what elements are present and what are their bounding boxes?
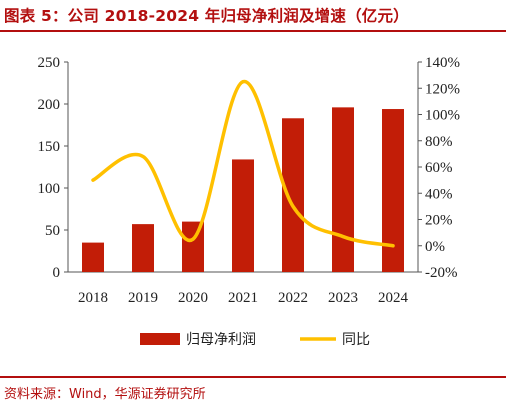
y-left-tick-label: 200 xyxy=(38,97,61,113)
bar-2022 xyxy=(282,118,304,272)
y-left-tick-label: 0 xyxy=(53,265,61,281)
yoy-point-2020 xyxy=(191,237,195,241)
yoy-point-2019 xyxy=(141,155,145,158)
x-tick-label: 2020 xyxy=(178,290,208,306)
y-left-tick-label: 50 xyxy=(45,223,60,239)
y-left-tick-label: 150 xyxy=(38,139,61,155)
x-tick-label: 2023 xyxy=(328,290,358,306)
yoy-point-2022 xyxy=(291,204,295,208)
y-right-tick-label: 80% xyxy=(425,134,453,150)
bar-2021 xyxy=(232,159,254,272)
y-right-tick-label: 60% xyxy=(425,160,453,176)
x-tick-label: 2022 xyxy=(278,290,308,306)
page-title: 图表 5：公司 2018-2024 年归母净利润及增速（亿元） xyxy=(4,7,409,25)
yoy-point-2023 xyxy=(341,235,345,239)
source-note: 资料来源：Wind，华源证券研究所 xyxy=(4,387,206,402)
y-left-tick-label: 100 xyxy=(38,181,61,197)
y-right-tick-label: 0% xyxy=(425,239,445,255)
legend: 归母净利润 同比 xyxy=(140,331,370,348)
x-tick-label: 2018 xyxy=(78,290,108,306)
y-right-tick-label: -20% xyxy=(425,265,458,281)
y-right-tick-label: 20% xyxy=(425,213,453,229)
y-right-tick-label: 120% xyxy=(425,81,460,97)
x-tick-label: 2021 xyxy=(228,290,258,306)
legend-bar-label: 归母净利润 xyxy=(186,331,256,348)
source-rule xyxy=(0,376,506,378)
y-right-tick-label: 100% xyxy=(425,108,460,124)
x-tick-label: 2024 xyxy=(378,290,409,306)
bar-2019 xyxy=(132,224,154,272)
x-axis-labels: 2018 2019 2020 2021 2022 2023 2024 xyxy=(78,290,409,306)
y-axis-right: -20% 0% 20% 40% 60% 80% 100% 120% 140% xyxy=(417,55,460,281)
y-left-tick-label: 250 xyxy=(38,55,61,71)
x-tick-label: 2019 xyxy=(128,290,158,306)
yoy-point-2024 xyxy=(391,244,395,248)
chart: 0 50 100 150 200 250 -20% 0% 20% 40% 60% 80% 100% 12… xyxy=(38,55,461,348)
bar-2024 xyxy=(382,109,404,272)
legend-bar-swatch xyxy=(140,333,180,345)
yoy-point-2018 xyxy=(91,178,95,182)
bar-2023 xyxy=(332,107,354,272)
bar-series xyxy=(82,107,404,272)
legend-line-label: 同比 xyxy=(342,332,370,348)
yoy-growth-line xyxy=(91,79,395,248)
y-right-tick-label: 140% xyxy=(425,55,460,71)
yoy-point-2021 xyxy=(241,80,245,84)
bar-2018 xyxy=(82,242,104,272)
line-series xyxy=(91,79,395,248)
title-rule xyxy=(0,30,506,32)
y-right-tick-label: 40% xyxy=(425,186,453,202)
